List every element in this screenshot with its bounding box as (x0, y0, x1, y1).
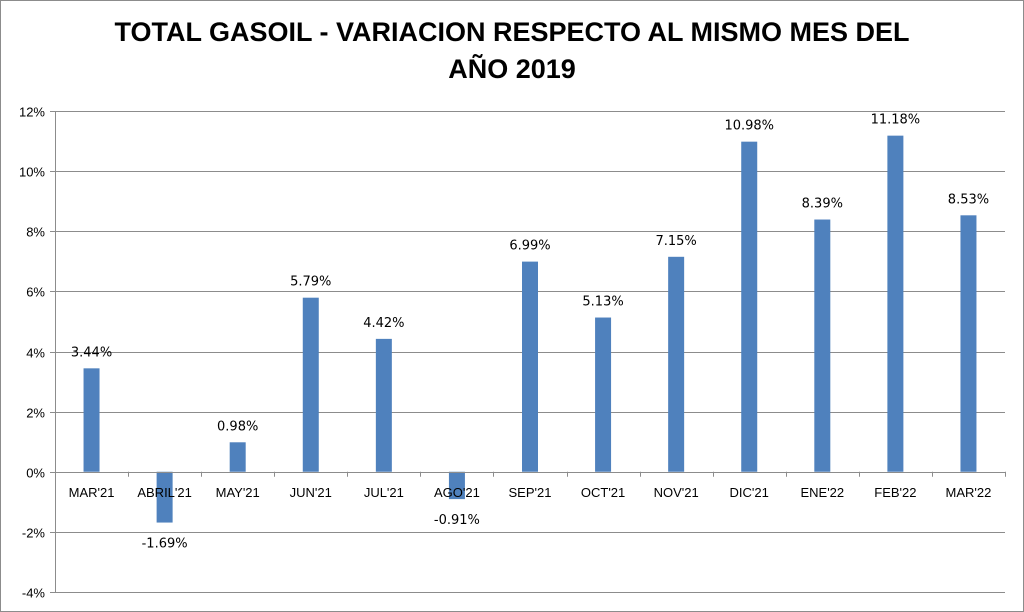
bar (156, 471, 173, 523)
x-tick-label: JUN'21 (290, 485, 332, 500)
y-tick-label: 10% (19, 165, 45, 180)
chart-title: TOTAL GASOIL - VARIACION RESPECTO AL MIS… (0, 14, 1024, 88)
data-label: 7.15% (655, 234, 696, 249)
bar (960, 215, 977, 472)
data-label: 11.18% (871, 113, 921, 128)
y-tick-label: 0% (26, 466, 45, 481)
y-tick-label: 2% (26, 406, 45, 421)
data-label: 8.39% (802, 197, 843, 212)
x-tick-label: OCT'21 (581, 485, 625, 500)
data-label: 5.79% (290, 275, 331, 290)
bar (887, 135, 904, 472)
data-label: 8.53% (948, 192, 989, 207)
x-tick-label: ABRIL'21 (137, 485, 192, 500)
chart-title-line-2: AÑO 2019 (448, 54, 576, 84)
x-tick-label: FEB'22 (874, 485, 916, 500)
y-tick-label: -4% (22, 586, 46, 601)
data-label: 0.98% (217, 419, 258, 434)
bar (814, 219, 831, 472)
x-tick-label: SEP'21 (509, 485, 552, 500)
x-tick-label: DIC'21 (730, 485, 769, 500)
bar (302, 297, 319, 472)
data-label: 4.42% (363, 316, 404, 331)
bar (448, 471, 465, 500)
data-label: 6.99% (509, 239, 550, 254)
y-tick-label: 6% (26, 285, 45, 300)
data-label: -1.69% (142, 537, 188, 552)
bar (668, 256, 685, 472)
bar (595, 317, 612, 472)
x-tick-label: JUL'21 (364, 485, 404, 500)
bar (375, 338, 392, 472)
bar (522, 261, 538, 472)
bar (229, 442, 246, 472)
axes (50, 111, 1006, 593)
y-tick-label: -2% (22, 526, 46, 541)
data-label: 3.44% (71, 345, 112, 360)
x-tick-label: ENE'22 (800, 485, 844, 500)
bar (83, 368, 100, 472)
x-tick-label: NOV'21 (654, 485, 699, 500)
data-label: -0.91% (434, 513, 480, 528)
chart-title-line-1: TOTAL GASOIL - VARIACION RESPECTO AL MIS… (114, 17, 910, 47)
x-tick-label: MAR'21 (69, 485, 115, 500)
y-tick-label: 12% (19, 105, 45, 120)
x-tick-label: AGO'21 (434, 485, 480, 500)
x-tick-label: MAR'22 (946, 485, 992, 500)
y-tick-label: 4% (26, 346, 45, 361)
y-tick-label: 8% (26, 225, 45, 240)
bar (741, 141, 758, 472)
bars (83, 135, 977, 523)
x-tick-label: MAY'21 (216, 485, 260, 500)
data-label: 5.13% (582, 295, 623, 310)
labels: -4% -2% 0% 2% 4% 6% 8% 10% 12% MAR'21 3.44% ABRIL'2… (19, 105, 991, 601)
data-label: 10.98% (724, 119, 774, 134)
